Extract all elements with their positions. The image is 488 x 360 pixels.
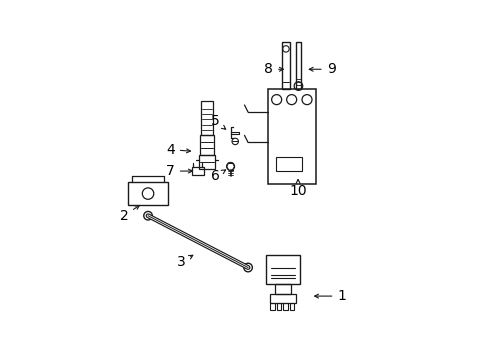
Bar bbox=[191, 167, 203, 175]
Text: 10: 10 bbox=[289, 179, 306, 198]
Bar bbox=[276, 302, 281, 310]
Bar bbox=[265, 255, 299, 284]
Text: 2: 2 bbox=[120, 206, 139, 223]
Text: 7: 7 bbox=[166, 164, 192, 178]
Text: 4: 4 bbox=[166, 143, 190, 157]
Bar bbox=[200, 135, 214, 155]
Bar bbox=[128, 182, 167, 205]
Bar bbox=[282, 42, 289, 89]
Bar bbox=[201, 102, 213, 135]
Bar bbox=[269, 294, 296, 303]
Text: 3: 3 bbox=[177, 255, 192, 269]
Bar bbox=[274, 284, 290, 294]
Bar bbox=[275, 157, 302, 171]
Text: 9: 9 bbox=[308, 62, 335, 76]
Bar bbox=[270, 302, 274, 310]
Bar bbox=[289, 302, 294, 310]
Bar bbox=[295, 42, 301, 89]
Bar bbox=[267, 89, 315, 184]
Text: 5: 5 bbox=[210, 114, 225, 129]
Bar bbox=[199, 155, 214, 169]
Text: 6: 6 bbox=[210, 170, 225, 184]
Text: 8: 8 bbox=[264, 62, 283, 76]
Text: 1: 1 bbox=[314, 289, 346, 303]
Bar bbox=[283, 302, 287, 310]
